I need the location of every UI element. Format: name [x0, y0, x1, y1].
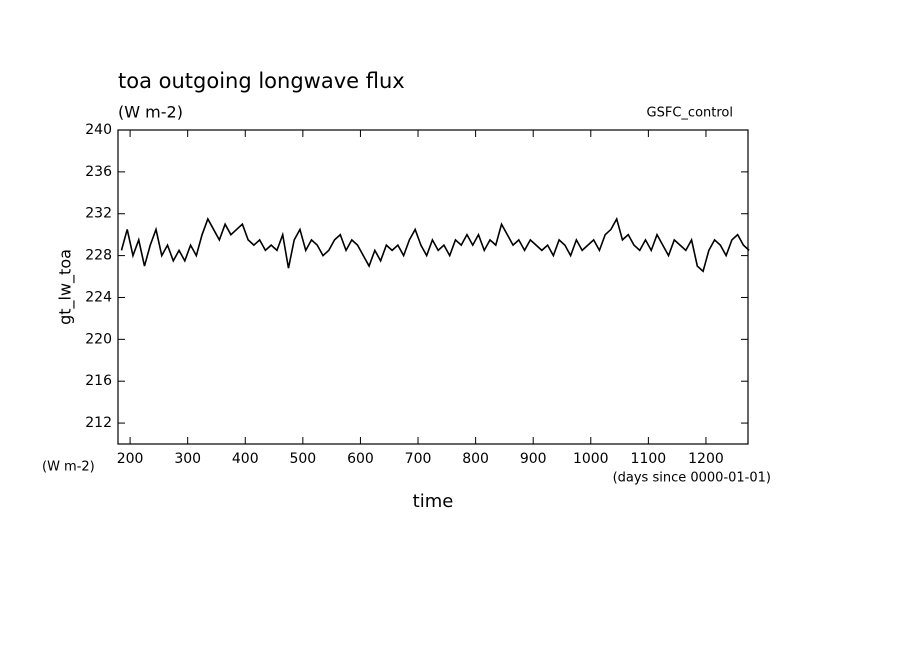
y-tick-label: 232: [85, 206, 112, 222]
x-tick-label: 1200: [688, 451, 724, 467]
x-tick-label: 1000: [573, 451, 609, 467]
y-tick-label: 236: [85, 164, 112, 180]
x-tick-label: 900: [520, 451, 547, 467]
y-tick-label: 216: [85, 373, 112, 389]
y-tick-label: 228: [85, 248, 112, 264]
x-tick-label: 700: [405, 451, 432, 467]
y-axis-label: gt_lw_toa: [56, 249, 76, 325]
y-tick-label: 220: [85, 331, 112, 347]
y-tick-label: 224: [85, 289, 112, 305]
annotation: GSFC_control: [647, 106, 733, 121]
y-tick-label: 240: [85, 122, 112, 138]
y-unit: (W m-2): [42, 460, 95, 475]
x-axis-label: time: [413, 491, 454, 512]
chart-subtitle: (W m-2): [118, 103, 183, 122]
chart-title: toa outgoing longwave flux: [118, 69, 405, 93]
x-tick-label: 200: [117, 451, 144, 467]
x-tick-label: 1100: [631, 451, 667, 467]
y-tick-label: 212: [85, 415, 112, 431]
plot-frame: [117, 129, 749, 445]
x-tick-label: 800: [462, 451, 489, 467]
x-tick-label: 400: [232, 451, 259, 467]
series-line: [120, 216, 750, 273]
x-tick-label: 500: [289, 451, 316, 467]
x-tick-label: 300: [174, 451, 201, 467]
x-unit: (days since 0000-01-01): [613, 471, 771, 486]
x-tick-label: 600: [347, 451, 374, 467]
